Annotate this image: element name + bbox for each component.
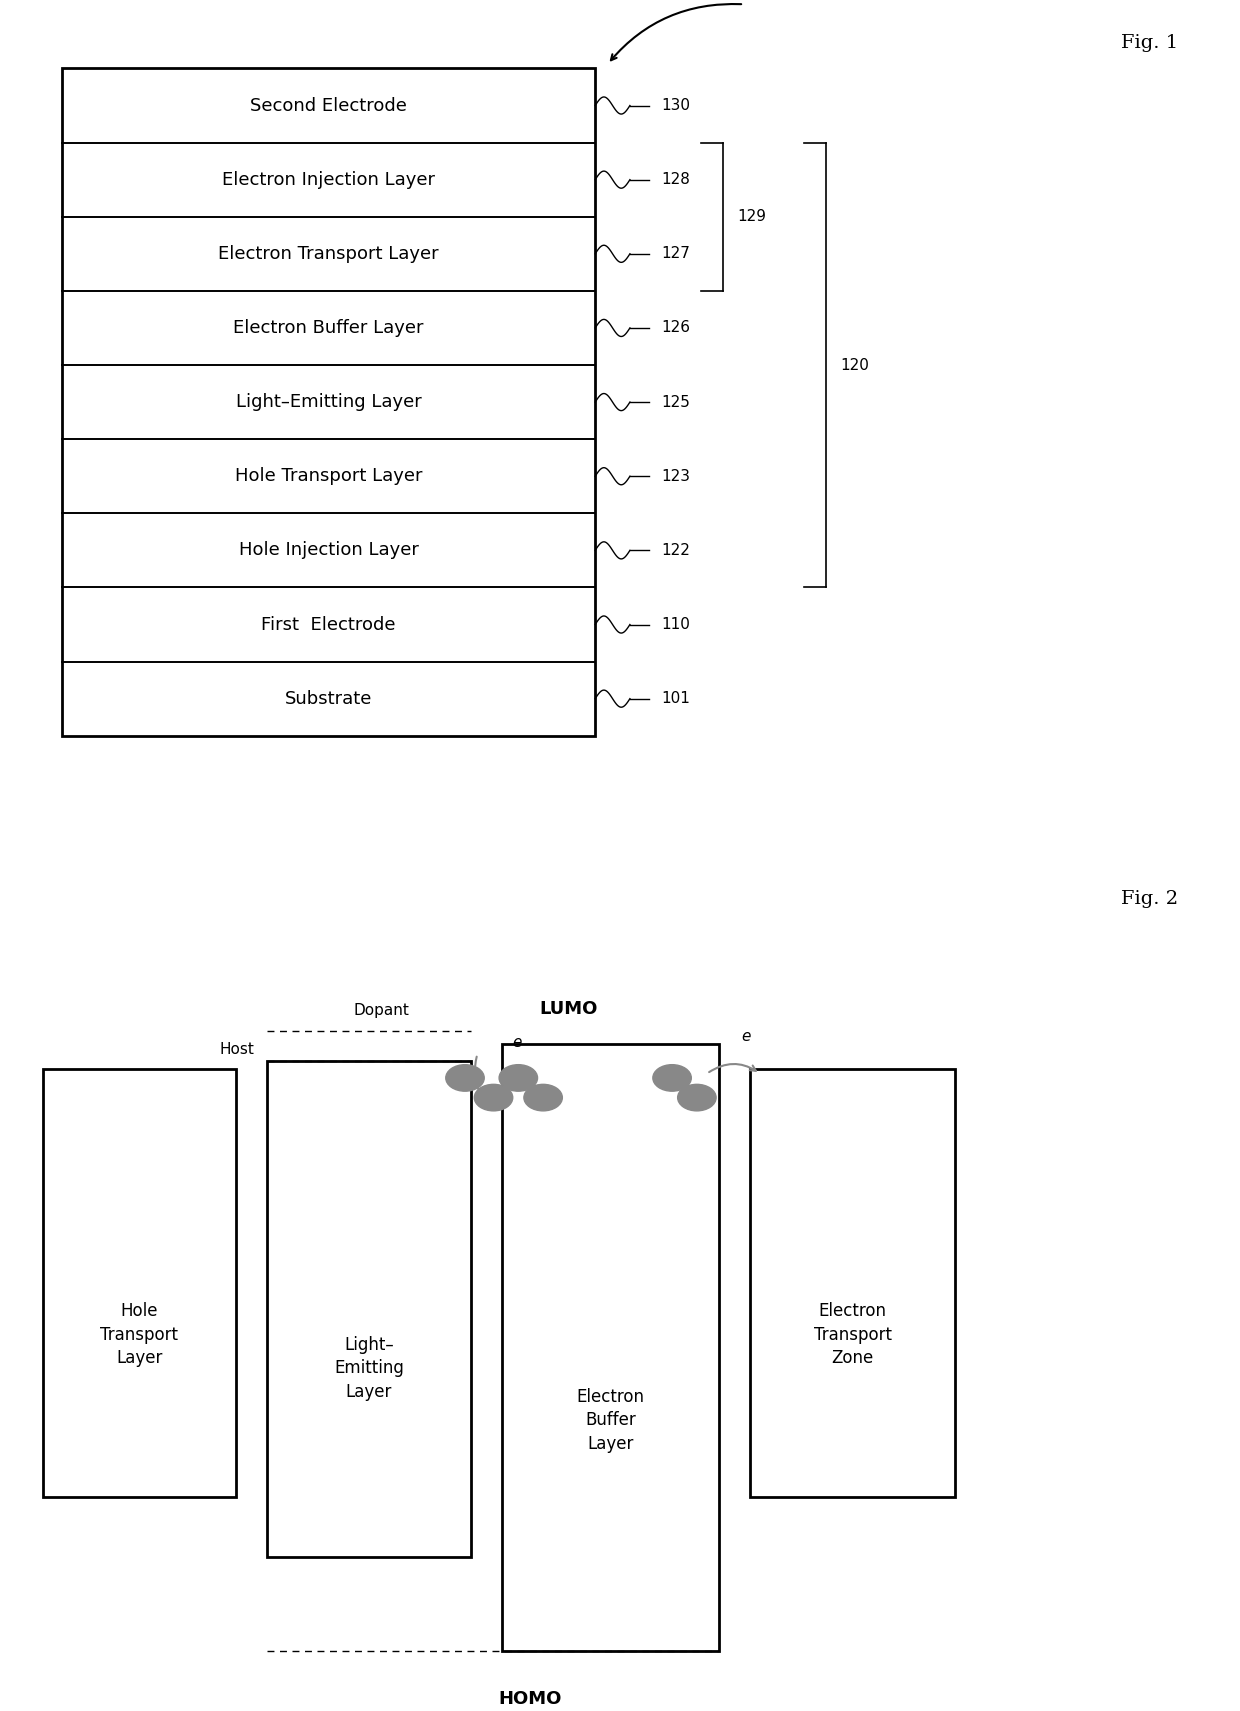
- Text: 122: 122: [661, 542, 689, 558]
- Text: Electron Transport Layer: Electron Transport Layer: [218, 245, 439, 263]
- Text: 125: 125: [661, 395, 689, 409]
- Text: e: e: [742, 1028, 750, 1044]
- Text: Dopant: Dopant: [353, 1003, 409, 1018]
- Text: e: e: [512, 1035, 522, 1049]
- Text: 123: 123: [661, 469, 689, 484]
- Bar: [62, 68, 595, 736]
- Text: 128: 128: [661, 173, 689, 186]
- Text: 129: 129: [738, 209, 766, 224]
- Bar: [502, 1044, 719, 1651]
- Text: Light–
Emitting
Layer: Light– Emitting Layer: [334, 1336, 404, 1401]
- Bar: [43, 1069, 236, 1497]
- Text: Electron Injection Layer: Electron Injection Layer: [222, 171, 435, 188]
- Circle shape: [474, 1085, 513, 1110]
- Text: Light–Emitting Layer: Light–Emitting Layer: [236, 394, 422, 411]
- Text: Host: Host: [219, 1042, 254, 1056]
- Text: 120: 120: [841, 358, 869, 373]
- Text: 110: 110: [661, 618, 689, 631]
- Text: First  Electrode: First Electrode: [262, 616, 396, 633]
- Text: Fig. 2: Fig. 2: [1121, 890, 1178, 909]
- Text: LUMO: LUMO: [539, 999, 598, 1018]
- Circle shape: [498, 1064, 538, 1092]
- Text: Substrate: Substrate: [285, 690, 372, 708]
- Bar: [750, 1069, 955, 1497]
- Bar: [267, 1061, 471, 1557]
- Text: 101: 101: [661, 691, 689, 707]
- Text: 127: 127: [661, 246, 689, 262]
- Text: Electron Buffer Layer: Electron Buffer Layer: [233, 318, 424, 337]
- Text: Fig. 1: Fig. 1: [1121, 34, 1178, 53]
- Text: Hole Transport Layer: Hole Transport Layer: [234, 467, 423, 486]
- Text: Electron
Buffer
Layer: Electron Buffer Layer: [577, 1388, 645, 1453]
- Text: Hole
Transport
Layer: Hole Transport Layer: [100, 1302, 179, 1367]
- Text: Hole Injection Layer: Hole Injection Layer: [238, 541, 419, 559]
- Text: HOMO: HOMO: [498, 1690, 562, 1708]
- Text: Electron
Transport
Zone: Electron Transport Zone: [813, 1302, 892, 1367]
- Circle shape: [523, 1085, 563, 1110]
- Circle shape: [677, 1085, 717, 1110]
- Text: Second Electrode: Second Electrode: [250, 96, 407, 115]
- Circle shape: [652, 1064, 692, 1092]
- Circle shape: [446, 1064, 484, 1092]
- Text: 130: 130: [661, 98, 689, 113]
- Text: 126: 126: [661, 320, 689, 335]
